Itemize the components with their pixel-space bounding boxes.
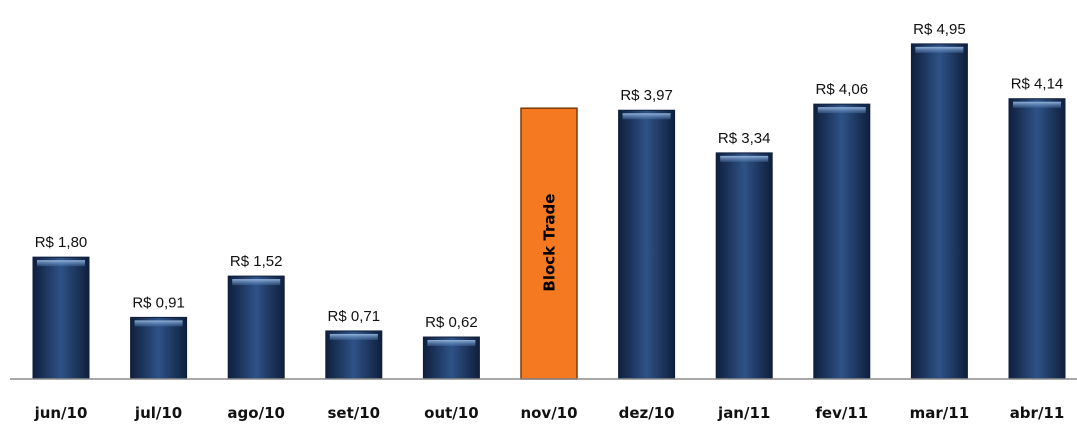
block-trade-annotation: Block Trade — [541, 194, 559, 292]
category-label-dez-10: dez/10 — [619, 404, 675, 422]
bar-nov-10-highlight — [520, 107, 578, 380]
category-label-fev-11: fev/11 — [815, 404, 868, 422]
bar-mar-11 — [910, 43, 968, 380]
bar-highlight-cap — [1013, 101, 1061, 108]
category-label-ago-10: ago/10 — [227, 404, 285, 422]
bar-abr-11 — [1008, 98, 1066, 380]
bar-highlight-cap — [720, 155, 769, 162]
bar-jan-11 — [715, 152, 773, 380]
bar-highlight-cap — [329, 333, 378, 340]
category-label-mar-11: mar/11 — [910, 404, 970, 422]
labels-layer: R$ 1,80 jun/10 R$ 0,91 jul/10 R$ 1,52 ago/10 R… — [34, 21, 1065, 422]
category-label-jan-11: jan/11 — [717, 404, 770, 422]
bar-highlight-cap — [37, 260, 85, 267]
bar-highlight-cap — [427, 340, 476, 347]
value-label-fev-11: R$ 4,06 — [816, 81, 869, 98]
bar-highlight-cap — [232, 279, 281, 286]
value-label-dez-10: R$ 3,97 — [620, 87, 673, 104]
value-label-set-10: R$ 0,71 — [328, 308, 381, 325]
bar-highlight-cap — [817, 107, 866, 114]
category-label-nov-10: nov/10 — [520, 404, 577, 422]
value-label-ago-10: R$ 1,52 — [230, 253, 283, 270]
category-label-abr-11: abr/11 — [1010, 404, 1065, 422]
value-label-jul-10: R$ 0,91 — [132, 294, 185, 311]
category-label-jun-10: jun/10 — [34, 404, 88, 422]
category-label-set-10: set/10 — [327, 404, 380, 422]
bar-highlight-cap — [622, 113, 671, 120]
category-label-jul-10: jul/10 — [134, 404, 182, 422]
bar-dez-10 — [618, 109, 676, 380]
bar-highlight-cap — [915, 46, 964, 53]
bars-layer — [32, 43, 1066, 380]
bar-highlight-cap — [134, 320, 183, 327]
bar-jun-10 — [32, 256, 90, 380]
value-label-jun-10: R$ 1,80 — [35, 234, 88, 251]
value-label-mar-11: R$ 4,95 — [913, 21, 966, 38]
value-label-jan-11: R$ 3,34 — [718, 130, 771, 147]
category-label-out-10: out/10 — [424, 404, 479, 422]
value-label-out-10: R$ 0,62 — [425, 314, 478, 331]
bar-fev-11 — [813, 103, 871, 380]
bar-jul-10 — [130, 316, 188, 380]
bar-ago-10 — [227, 275, 285, 380]
value-label-abr-11: R$ 4,14 — [1011, 76, 1064, 93]
